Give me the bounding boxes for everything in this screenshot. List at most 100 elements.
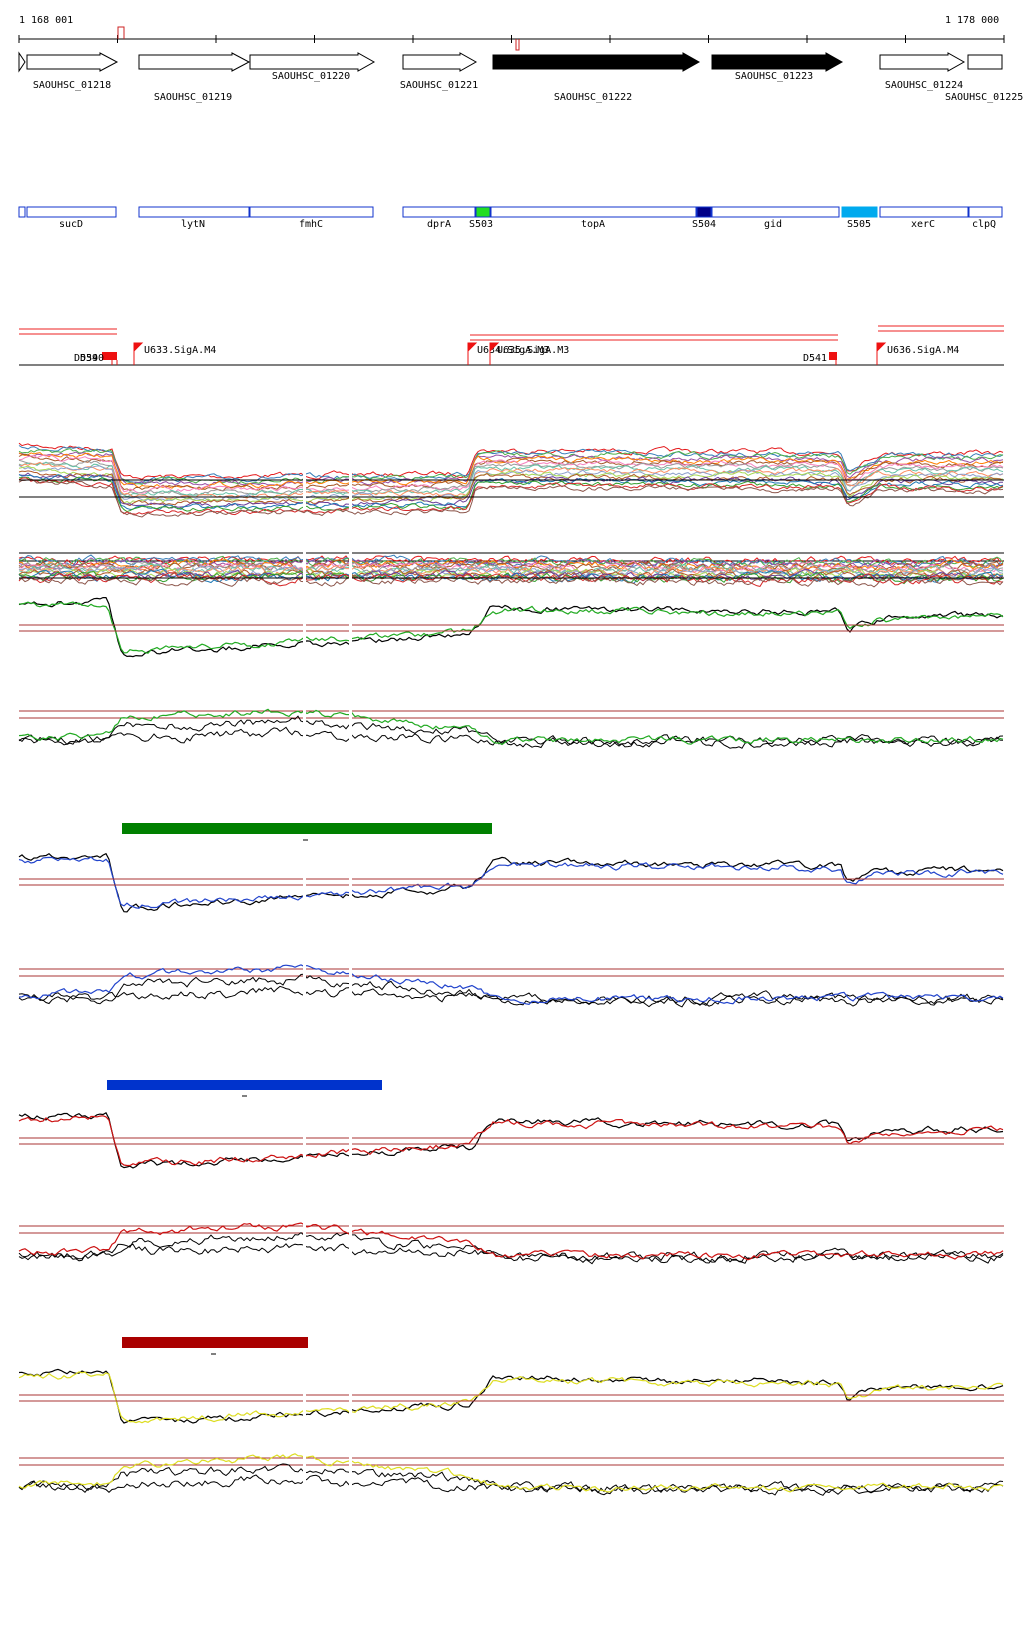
- downstream-marker[interactable]: D540: [80, 352, 118, 365]
- gene-name-label: clpQ: [972, 219, 996, 230]
- promoter-flag[interactable]: U635.SigA.M3: [489, 342, 569, 365]
- gene-arrow[interactable]: SAOUHSC_01223: [711, 52, 844, 82]
- reference-trace: [18, 715, 1004, 749]
- gene-name-label: topA: [581, 219, 605, 230]
- annotation-box[interactable]: [138, 206, 250, 218]
- gene-arrow-label: SAOUHSC_01224: [885, 80, 963, 91]
- blue-trace: [18, 964, 1004, 1006]
- multi-condition-trace: [18, 470, 1004, 507]
- track-gap: [349, 1115, 352, 1265]
- gene-name-label: sucD: [59, 219, 83, 230]
- end-coordinate: 1 178 000: [945, 15, 999, 26]
- gene-arrow[interactable]: SAOUHSC_01221: [400, 52, 478, 91]
- ruler-marker: [117, 26, 125, 39]
- annotation-box[interactable]: [490, 206, 697, 218]
- gene-arrow[interactable]: SAOUHSC_01219: [138, 52, 251, 103]
- gene-name-label: xerC: [911, 219, 935, 230]
- promoter-flag[interactable]: U633.SigA.M4: [133, 342, 216, 365]
- multi-condition-trace: [18, 574, 1004, 588]
- gene-arrow[interactable]: SAOUHSC_01222: [492, 52, 701, 103]
- multi-condition-trace: [18, 451, 1004, 487]
- promoter-flag[interactable]: U634.SigA.M3: [467, 342, 549, 365]
- annotation-box[interactable]: [26, 206, 117, 218]
- segment-box[interactable]: [841, 206, 878, 218]
- gene-arrow-label: SAOUHSC_01222: [554, 92, 632, 103]
- promoter-label: U633.SigA.M4: [144, 345, 216, 356]
- multi-condition-trace: [18, 562, 1004, 578]
- coordinate-ruler: 1 168 001 1 178 000: [18, 15, 1005, 51]
- track-gap: [303, 1370, 306, 1510]
- track-gap: [349, 1370, 352, 1510]
- reference-trace: [18, 973, 1004, 1008]
- gene-arrow-label: SAOUHSC_01223: [735, 71, 813, 82]
- gene-arrow-label: SAOUHSC_01221: [400, 80, 478, 91]
- gene-arrow-label: SAOUHSC_01218: [33, 80, 111, 91]
- reference-trace: [18, 597, 1004, 658]
- condition-bars: [107, 823, 492, 1355]
- segment-box[interactable]: [475, 206, 491, 218]
- reference-trace: [18, 985, 1004, 1007]
- annotation-box[interactable]: [18, 206, 26, 218]
- reference-trace: [18, 1231, 1004, 1265]
- feature-track: U633.SigA.M4 U634.SigA.M3 U635.SigA.M3 U…: [19, 325, 1004, 366]
- gene-name-label: dprA: [427, 219, 451, 230]
- annotation-track: sucD lytN fmhC dprA topA gid xerC clpQ S…: [18, 206, 1003, 230]
- annotation-box[interactable]: [968, 206, 1003, 218]
- annotation-box[interactable]: [879, 206, 969, 218]
- condition-bar[interactable]: [107, 1080, 382, 1090]
- segment-label: S503: [469, 219, 493, 230]
- multi-condition-trace: [18, 476, 1004, 513]
- annotation-box[interactable]: [711, 206, 840, 218]
- track-gap: [349, 445, 352, 510]
- promoter-label: U635.SigA.M3: [497, 345, 569, 356]
- gene-arrow-label: SAOUHSC_01220: [272, 71, 350, 82]
- condition-bar[interactable]: [122, 823, 492, 834]
- promoter-flag[interactable]: U636.SigA.M4: [876, 342, 959, 365]
- reference-trace: [18, 852, 1004, 913]
- reference-trace: [18, 1474, 1004, 1496]
- segment-label: S505: [847, 219, 871, 230]
- downstream-label: D539: [74, 353, 98, 364]
- gene-name-label: lytN: [181, 219, 205, 230]
- gene-arrow[interactable]: SAOUHSC_01218: [18, 51, 119, 91]
- annotation-box[interactable]: [402, 206, 476, 218]
- track-gap: [349, 545, 352, 590]
- red-trace: [18, 1222, 1004, 1261]
- reference-trace: [18, 1463, 1004, 1496]
- multi-condition-trace: [18, 454, 1004, 494]
- multi-condition-trace: [18, 564, 1004, 579]
- annotation-box[interactable]: [249, 206, 374, 218]
- gene-name-label: fmhC: [299, 219, 323, 230]
- segment-box[interactable]: [696, 206, 712, 218]
- track-gap: [303, 445, 306, 510]
- track-gap: [303, 1115, 306, 1265]
- gene-name-label: gid: [764, 219, 782, 230]
- gene-arrow[interactable]: SAOUHSC_01225: [945, 54, 1023, 103]
- multi-condition-trace: [18, 477, 1004, 516]
- green-trace: [18, 708, 1004, 746]
- promoter-label: U634.SigA.M3: [477, 345, 549, 356]
- gene-arrow[interactable]: SAOUHSC_01224: [879, 52, 966, 91]
- track-gap: [303, 545, 306, 590]
- locus-gene-track: SAOUHSC_01218 SAOUHSC_01219 SAOUHSC_0122…: [18, 51, 1023, 103]
- reference-trace: [18, 1368, 1004, 1424]
- track-gap: [349, 600, 352, 760]
- downstream-marker[interactable]: D541: [803, 352, 837, 365]
- start-coordinate: 1 168 001: [19, 15, 73, 26]
- gene-arrow-label: SAOUHSC_01219: [154, 92, 232, 103]
- yellow-trace: [18, 1453, 1004, 1493]
- reference-trace: [18, 726, 1004, 748]
- red-trace: [18, 1115, 1004, 1167]
- green-trace: [19, 601, 1004, 654]
- condition-bar[interactable]: [122, 1337, 308, 1348]
- gene-arrow[interactable]: SAOUHSC_01220: [249, 52, 376, 82]
- multi-condition-trace: [18, 465, 1004, 504]
- track-gap: [303, 860, 306, 1010]
- multi-condition-trace: [18, 461, 1004, 500]
- track-gap: [303, 600, 306, 760]
- track-gap: [349, 860, 352, 1010]
- downstream-label: D541: [803, 353, 827, 364]
- downstream-marker[interactable]: D539: [74, 352, 110, 364]
- gene-arrow-label: SAOUHSC_01225: [945, 92, 1023, 103]
